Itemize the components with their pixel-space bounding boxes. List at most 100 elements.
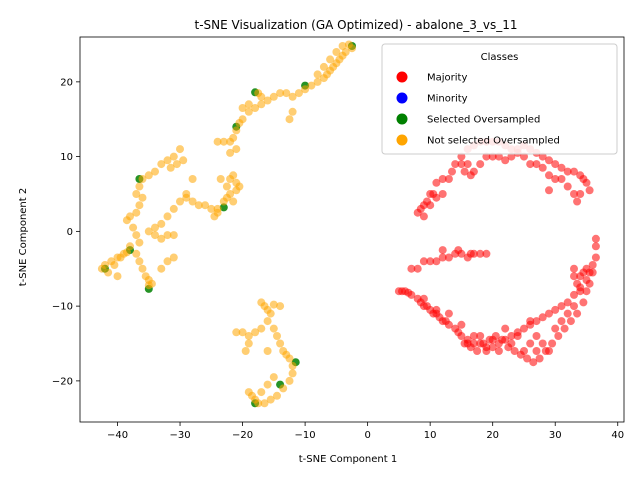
point-not-selected-oversampled xyxy=(273,332,281,340)
point-not-selected-oversampled xyxy=(232,328,241,337)
point-not-selected-oversampled xyxy=(169,231,178,240)
point-not-selected-oversampled xyxy=(129,223,138,232)
point-majority xyxy=(585,186,594,195)
point-not-selected-oversampled xyxy=(219,197,228,206)
point-majority xyxy=(563,182,572,191)
point-majority xyxy=(457,320,466,329)
point-not-selected-oversampled xyxy=(132,249,141,258)
point-not-selected-oversampled xyxy=(169,253,178,262)
point-majority xyxy=(501,156,510,165)
point-not-selected-oversampled xyxy=(235,119,244,127)
point-not-selected-oversampled xyxy=(144,171,153,180)
point-not-selected-oversampled xyxy=(266,309,275,318)
axes-frame xyxy=(79,36,625,423)
point-majority xyxy=(591,242,600,251)
point-not-selected-oversampled xyxy=(113,272,122,281)
point-majority xyxy=(579,268,588,277)
y-tick-label: 0 xyxy=(67,227,73,238)
point-majority xyxy=(545,186,553,195)
point-not-selected-oversampled xyxy=(232,126,241,135)
point-not-selected-oversampled xyxy=(138,175,147,183)
legend: Classes Majority Minority Selected Oversamp… xyxy=(381,43,618,155)
point-majority xyxy=(479,339,488,348)
point-majority xyxy=(426,190,435,198)
point-not-selected-oversampled xyxy=(232,145,241,154)
point-majority xyxy=(435,313,444,322)
point-majority xyxy=(398,287,406,296)
x-tick-label: 10 xyxy=(424,430,437,441)
legend-label-selected-oversampled: Selected Oversampled xyxy=(427,115,540,126)
point-majority xyxy=(510,347,519,355)
point-not-selected-oversampled xyxy=(132,208,141,217)
point-not-selected-oversampled xyxy=(151,167,159,176)
point-majority xyxy=(526,160,535,169)
point-not-selected-oversampled xyxy=(276,89,285,98)
point-not-selected-oversampled xyxy=(182,193,191,202)
point-not-selected-oversampled xyxy=(213,137,222,146)
legend-marker-not-selected-oversampled xyxy=(396,134,408,146)
point-not-selected-oversampled xyxy=(216,175,225,183)
point-majority xyxy=(557,317,566,326)
point-not-selected-oversampled xyxy=(288,369,297,378)
point-not-selected-oversampled xyxy=(269,373,278,382)
point-majority xyxy=(507,332,516,340)
legend-label-majority: Majority xyxy=(427,73,467,84)
point-not-selected-oversampled xyxy=(288,107,297,116)
point-majority xyxy=(563,309,572,318)
point-majority xyxy=(529,358,538,367)
point-majority xyxy=(538,313,547,322)
point-not-selected-oversampled xyxy=(135,201,144,210)
point-not-selected-oversampled xyxy=(157,160,166,169)
point-not-selected-oversampled xyxy=(294,89,303,98)
point-majority xyxy=(551,324,560,333)
point-majority xyxy=(588,261,597,269)
point-not-selected-oversampled xyxy=(151,223,159,232)
point-majority xyxy=(570,302,578,311)
point-majority xyxy=(457,152,466,161)
point-majority xyxy=(463,339,472,348)
point-not-selected-oversampled xyxy=(163,156,172,165)
point-majority xyxy=(576,287,585,296)
point-not-selected-oversampled xyxy=(279,384,288,393)
point-majority xyxy=(426,257,435,266)
point-majority xyxy=(579,175,588,183)
point-not-selected-oversampled xyxy=(266,395,275,404)
point-majority xyxy=(538,152,547,161)
point-majority xyxy=(494,347,503,355)
point-majority xyxy=(454,328,463,337)
point-majority xyxy=(563,167,572,176)
point-majority xyxy=(463,160,472,169)
point-not-selected-oversampled xyxy=(257,100,266,109)
x-axis-label: t-SNE Component 1 xyxy=(299,454,397,465)
point-majority xyxy=(438,175,447,183)
point-not-selected-oversampled xyxy=(144,227,153,236)
point-majority xyxy=(557,163,566,172)
point-majority xyxy=(551,175,560,183)
point-majority xyxy=(482,152,491,161)
point-majority xyxy=(560,324,569,333)
point-majority xyxy=(444,175,453,183)
point-not-selected-oversampled xyxy=(276,302,285,311)
point-not-selected-oversampled xyxy=(260,399,269,408)
point-majority xyxy=(545,156,553,165)
point-majority xyxy=(570,167,578,176)
point-not-selected-oversampled xyxy=(188,197,197,206)
x-tick-label: −40 xyxy=(107,430,128,441)
point-majority xyxy=(545,347,553,355)
point-majority xyxy=(520,347,528,355)
point-not-selected-oversampled xyxy=(110,261,119,269)
chart-title: t-SNE Visualization (GA Optimized) - aba… xyxy=(195,18,518,32)
point-not-selected-oversampled xyxy=(282,89,291,98)
point-not-selected-oversampled xyxy=(301,85,310,94)
x-tick-label: −10 xyxy=(295,430,316,441)
point-not-selected-oversampled xyxy=(97,264,106,273)
point-not-selected-oversampled xyxy=(263,96,272,105)
point-majority xyxy=(532,332,541,340)
point-not-selected-oversampled xyxy=(263,317,272,326)
point-majority xyxy=(466,171,475,180)
axes: −40 −30 −20 −10 0 10 20 30 40 −20 −10 0 10 20 xyxy=(52,36,625,441)
point-majority xyxy=(588,268,597,277)
point-majority xyxy=(419,257,428,266)
point-majority xyxy=(482,249,491,258)
point-not-selected-oversampled xyxy=(307,81,316,90)
